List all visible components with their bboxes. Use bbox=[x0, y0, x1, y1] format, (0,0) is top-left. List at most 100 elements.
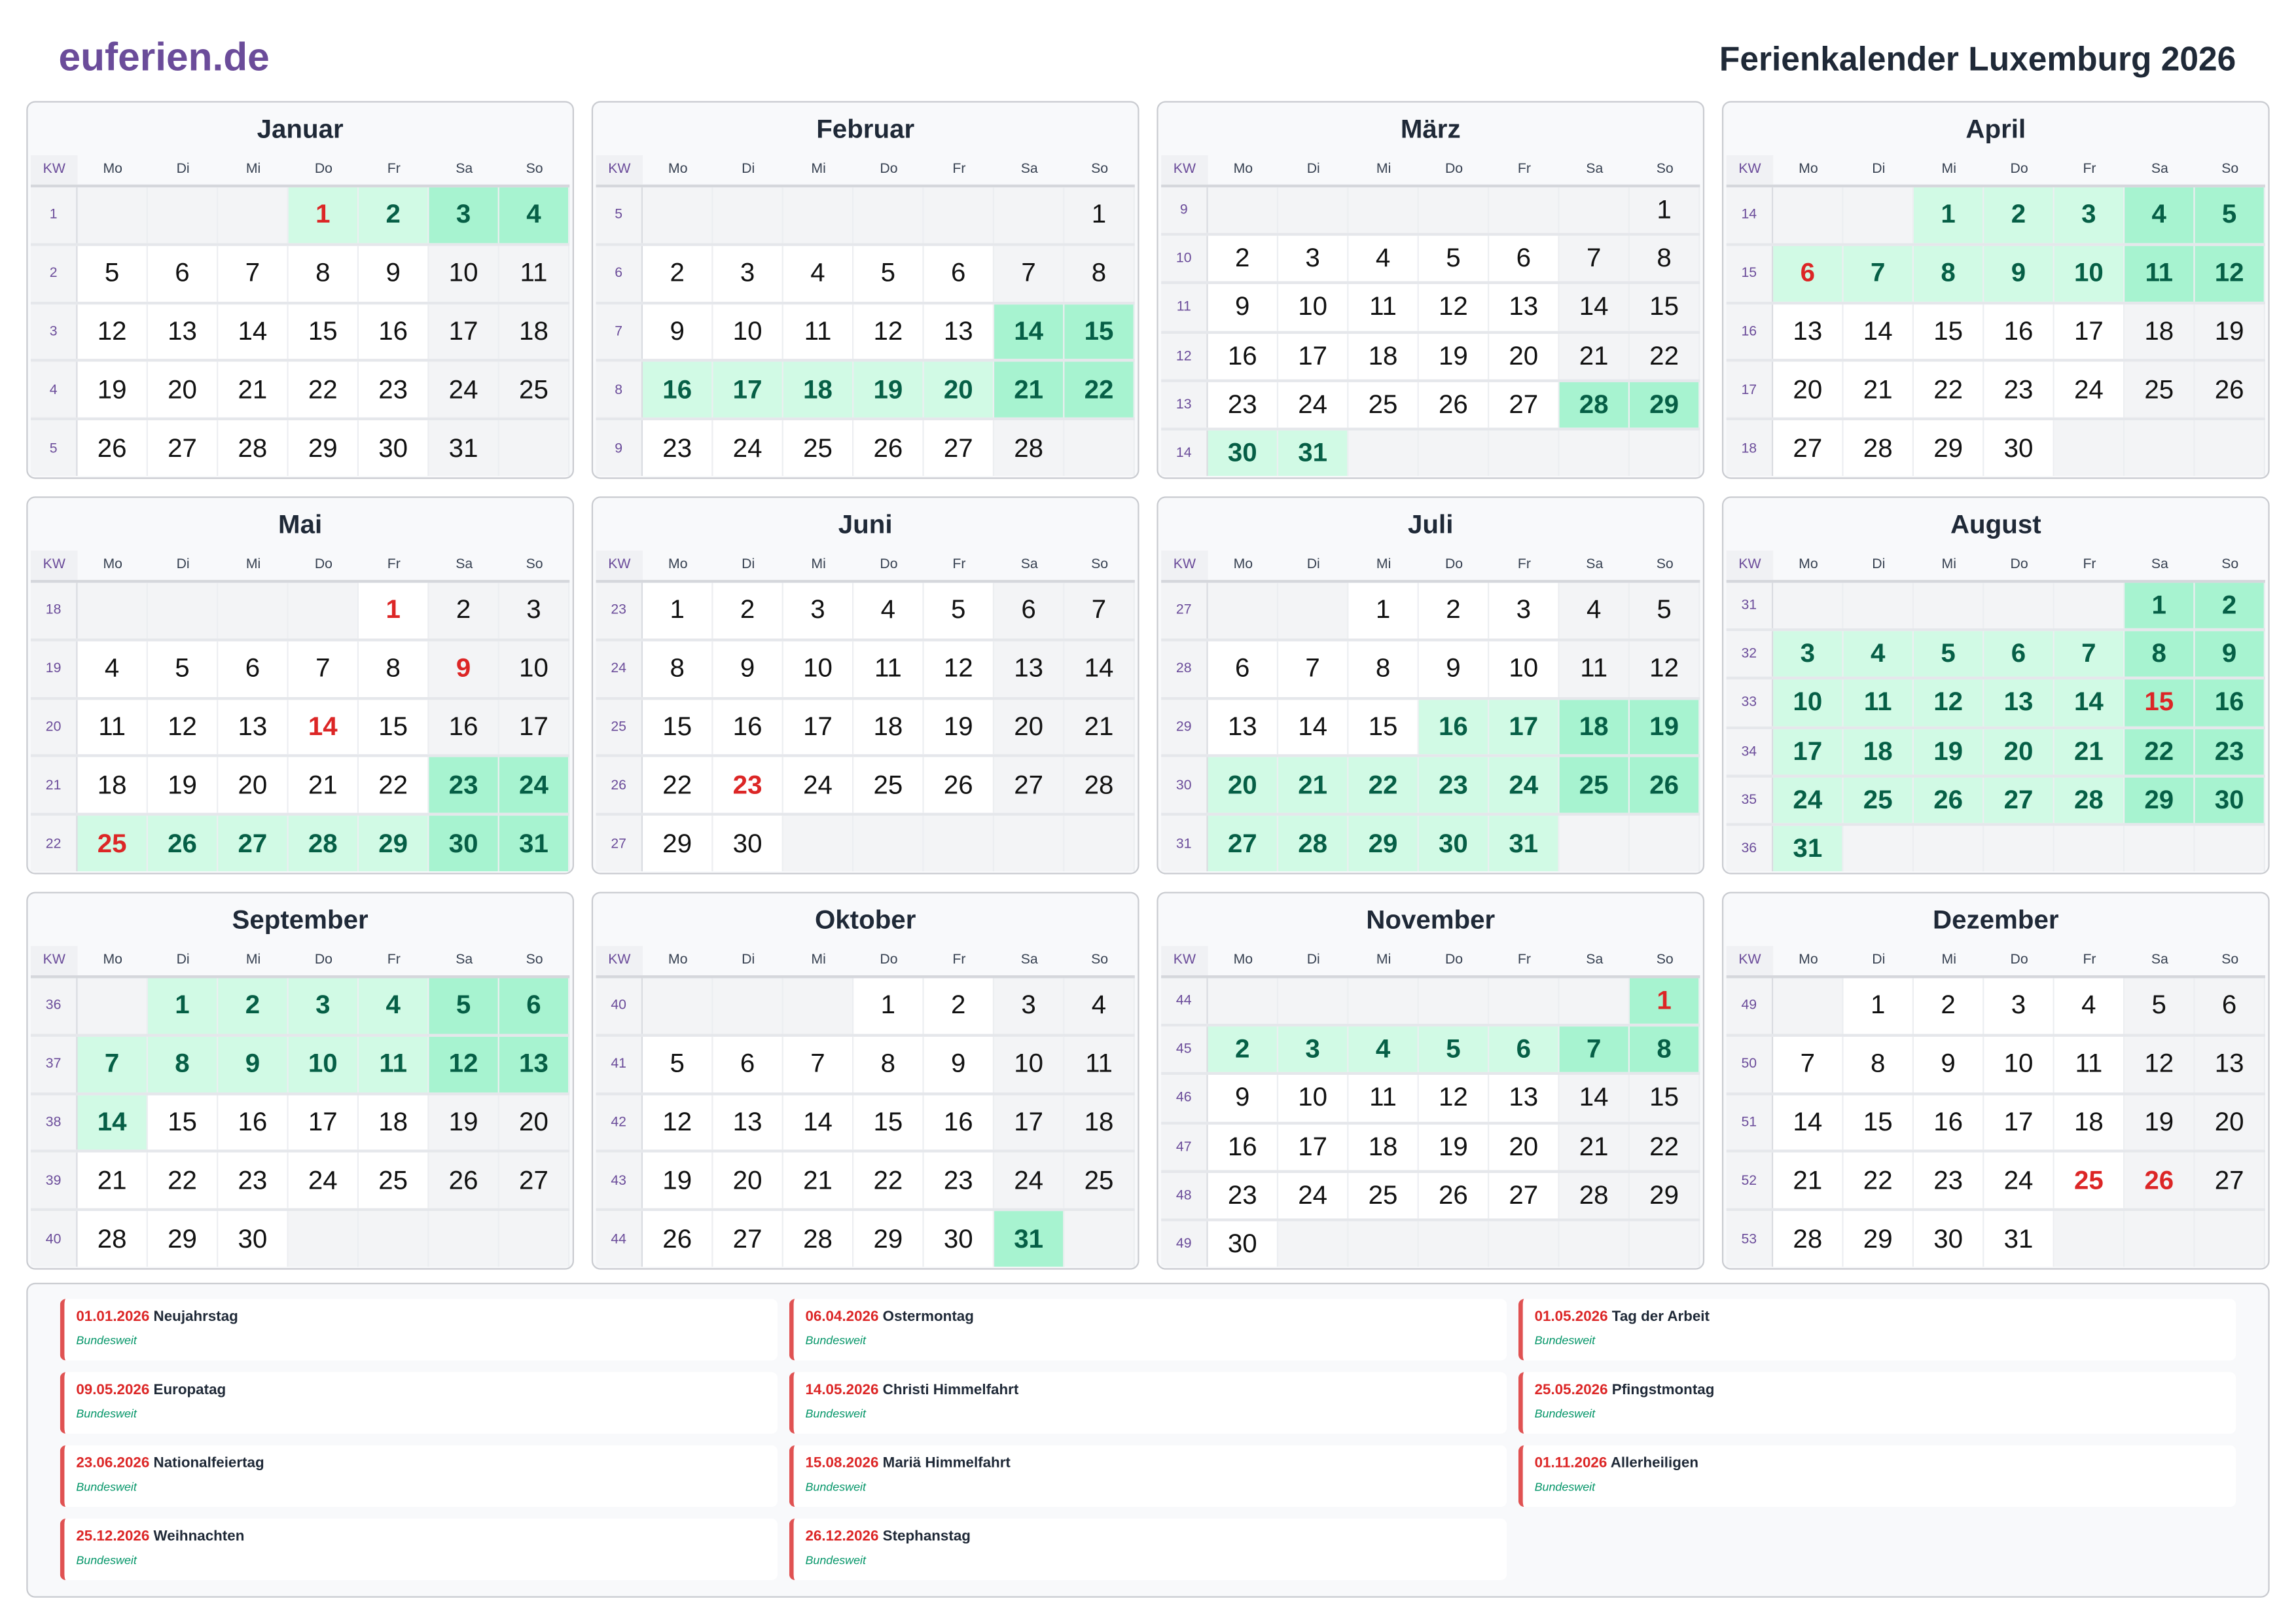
vacation-day[interactable]: 3 bbox=[1773, 631, 1844, 677]
day-cell[interactable]: 22 bbox=[359, 757, 429, 814]
day-cell[interactable]: 15 bbox=[1914, 304, 1984, 359]
vacation-day[interactable]: 13 bbox=[1984, 679, 2054, 726]
day-cell[interactable]: 9 bbox=[643, 304, 713, 359]
day-cell[interactable]: 5 bbox=[147, 641, 219, 696]
vacation-day[interactable]: 1 bbox=[1914, 187, 1984, 243]
day-cell[interactable]: 7 bbox=[288, 641, 359, 696]
day-cell[interactable]: 25 bbox=[853, 757, 924, 814]
day-cell[interactable]: 10 bbox=[1278, 284, 1349, 331]
day-cell[interactable]: 27 bbox=[713, 1211, 783, 1267]
day-cell[interactable]: 10 bbox=[1278, 1075, 1349, 1121]
day-cell[interactable]: 1 bbox=[1843, 978, 1914, 1034]
vacation-day[interactable]: 20 bbox=[1208, 757, 1279, 814]
vacation-day[interactable]: 30 bbox=[2195, 777, 2265, 823]
vacation-day[interactable]: 29 bbox=[359, 816, 429, 872]
day-cell[interactable]: 13 bbox=[218, 699, 289, 755]
day-cell[interactable]: 20 bbox=[499, 1094, 570, 1151]
day-cell[interactable]: 9 bbox=[1208, 284, 1279, 331]
vacation-day[interactable]: 4 bbox=[1843, 631, 1914, 677]
vacation-day[interactable]: 22 bbox=[1064, 362, 1135, 418]
vacation-day[interactable]: 6 bbox=[1489, 1026, 1560, 1073]
day-cell[interactable]: 13 bbox=[1489, 1075, 1560, 1121]
day-cell[interactable]: 9 bbox=[713, 641, 783, 696]
vacation-day[interactable]: 29 bbox=[2125, 777, 2195, 823]
vacation-day[interactable]: 1 bbox=[147, 978, 219, 1034]
vacation-day[interactable]: 11 bbox=[2125, 245, 2195, 301]
day-cell[interactable]: 8 bbox=[853, 1036, 924, 1092]
vacation-day[interactable]: 6 bbox=[499, 978, 570, 1034]
day-cell[interactable]: 11 bbox=[2054, 1036, 2125, 1092]
vacation-day[interactable]: 9 bbox=[2195, 631, 2265, 677]
vacation-day[interactable]: 20 bbox=[924, 362, 995, 418]
vacation-day[interactable]: 3 bbox=[288, 978, 359, 1034]
day-cell[interactable]: 24 bbox=[1278, 382, 1349, 427]
day-cell[interactable]: 29 bbox=[147, 1211, 219, 1267]
holiday-day[interactable]: 1 bbox=[359, 583, 429, 638]
day-cell[interactable]: 29 bbox=[1914, 420, 1984, 477]
day-cell[interactable]: 25 bbox=[499, 362, 570, 418]
day-cell[interactable]: 18 bbox=[1348, 333, 1419, 379]
day-cell[interactable]: 14 bbox=[1843, 304, 1914, 359]
day-cell[interactable]: 22 bbox=[1630, 333, 1700, 379]
vacation-day[interactable]: 3 bbox=[2054, 187, 2125, 243]
vacation-day[interactable]: 9 bbox=[1984, 245, 2054, 301]
vacation-day[interactable]: 17 bbox=[713, 362, 783, 418]
vacation-day[interactable]: 24 bbox=[1773, 777, 1844, 823]
day-cell[interactable]: 13 bbox=[713, 1094, 783, 1151]
holiday-day[interactable]: 1 bbox=[1630, 978, 1700, 1024]
day-cell[interactable]: 31 bbox=[1984, 1211, 2054, 1267]
day-cell[interactable]: 13 bbox=[994, 641, 1065, 696]
day-cell[interactable]: 21 bbox=[77, 1153, 148, 1209]
vacation-day[interactable]: 18 bbox=[1559, 699, 1630, 755]
day-cell[interactable]: 27 bbox=[499, 1153, 570, 1209]
day-cell[interactable]: 7 bbox=[1278, 641, 1349, 696]
day-cell[interactable]: 1 bbox=[1630, 187, 1700, 234]
day-cell[interactable]: 6 bbox=[218, 641, 289, 696]
day-cell[interactable]: 10 bbox=[499, 641, 570, 696]
vacation-day[interactable]: 10 bbox=[2054, 245, 2125, 301]
day-cell[interactable]: 15 bbox=[288, 304, 359, 359]
day-cell[interactable]: 12 bbox=[924, 641, 995, 696]
day-cell[interactable]: 22 bbox=[1914, 362, 1984, 418]
day-cell[interactable]: 9 bbox=[1208, 1075, 1279, 1121]
day-cell[interactable]: 11 bbox=[1559, 641, 1630, 696]
day-cell[interactable]: 11 bbox=[853, 641, 924, 696]
day-cell[interactable]: 17 bbox=[429, 304, 499, 359]
day-cell[interactable]: 30 bbox=[924, 1211, 995, 1267]
vacation-day[interactable]: 31 bbox=[994, 1211, 1065, 1267]
day-cell[interactable]: 21 bbox=[288, 757, 359, 814]
day-cell[interactable]: 29 bbox=[288, 420, 359, 477]
vacation-day[interactable]: 23 bbox=[429, 757, 499, 814]
vacation-day[interactable]: 9 bbox=[218, 1036, 289, 1092]
vacation-day[interactable]: 25 bbox=[1559, 757, 1630, 814]
vacation-day[interactable]: 19 bbox=[853, 362, 924, 418]
day-cell[interactable]: 21 bbox=[1064, 699, 1135, 755]
day-cell[interactable]: 8 bbox=[643, 641, 713, 696]
day-cell[interactable]: 4 bbox=[1064, 978, 1135, 1034]
vacation-day[interactable]: 13 bbox=[499, 1036, 570, 1092]
day-cell[interactable]: 20 bbox=[1489, 1124, 1560, 1170]
vacation-day[interactable]: 7 bbox=[1559, 1026, 1630, 1073]
day-cell[interactable]: 14 bbox=[1278, 699, 1349, 755]
vacation-day[interactable]: 7 bbox=[2054, 631, 2125, 677]
vacation-day[interactable]: 2 bbox=[2195, 583, 2265, 629]
day-cell[interactable]: 17 bbox=[1984, 1094, 2054, 1151]
day-cell[interactable]: 10 bbox=[1984, 1036, 2054, 1092]
day-cell[interactable]: 15 bbox=[853, 1094, 924, 1151]
vacation-day[interactable]: 2 bbox=[359, 187, 429, 243]
holiday-day[interactable]: 23 bbox=[713, 757, 783, 814]
day-cell[interactable]: 1 bbox=[853, 978, 924, 1034]
day-cell[interactable]: 24 bbox=[1278, 1172, 1349, 1219]
day-cell[interactable]: 11 bbox=[783, 304, 854, 359]
vacation-day[interactable]: 30 bbox=[429, 816, 499, 872]
day-cell[interactable]: 27 bbox=[994, 757, 1065, 814]
day-cell[interactable]: 26 bbox=[1418, 382, 1490, 427]
day-cell[interactable]: 15 bbox=[359, 699, 429, 755]
day-cell[interactable]: 12 bbox=[1418, 1075, 1490, 1121]
day-cell[interactable]: 20 bbox=[1489, 333, 1560, 379]
day-cell[interactable]: 16 bbox=[1208, 1124, 1279, 1170]
day-cell[interactable]: 2 bbox=[429, 583, 499, 638]
day-cell[interactable]: 7 bbox=[1559, 236, 1630, 282]
day-cell[interactable]: 27 bbox=[1773, 420, 1844, 477]
vacation-day[interactable]: 25 bbox=[1843, 777, 1914, 823]
